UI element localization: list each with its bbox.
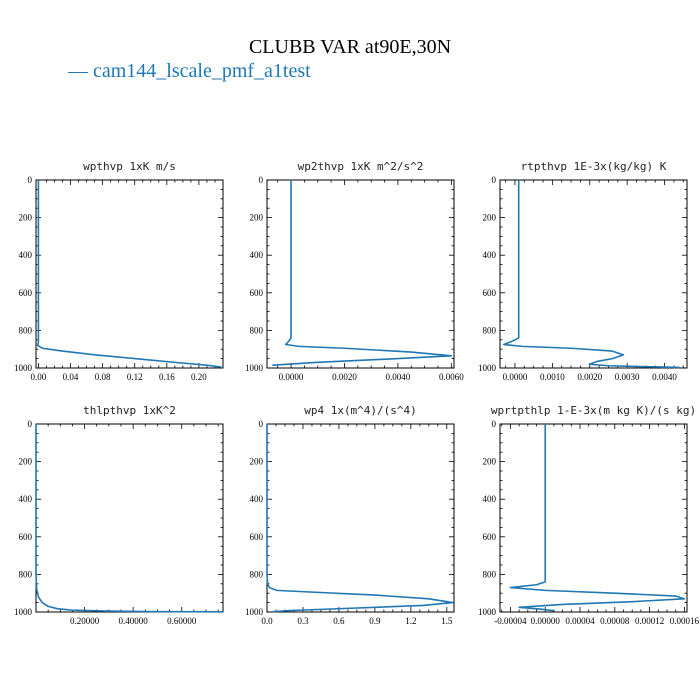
series-line	[35, 424, 224, 613]
y-tick-label: 400	[250, 250, 264, 260]
panel-frame	[266, 423, 455, 613]
x-tick-label: 0.00004	[565, 616, 595, 626]
y-tick-label: 800	[250, 325, 264, 335]
y-tick-label: 600	[250, 288, 264, 298]
legend-entry: — cam144_lscale_pmf_a1test	[68, 60, 311, 83]
x-tick-label: 0.00	[31, 372, 47, 382]
x-tick-label: 0.00008	[600, 616, 630, 626]
x-tick-label: 0.00012	[635, 616, 664, 626]
y-tick-label: 800	[19, 325, 33, 335]
y-tick-label: 200	[250, 213, 264, 223]
panel-title: wprtpthlp 1-E-3x(m kg K)/(s kg)	[491, 404, 696, 417]
panel-frame	[499, 423, 688, 613]
panel-frame	[266, 179, 455, 369]
chart-panel-2: wp2thvp 1xK m^2/s^2 0 200 400 600 800 1000 0.00…	[245, 160, 464, 382]
y-tick-label: 400	[19, 250, 33, 260]
x-tick-label: 0.0000	[279, 372, 304, 382]
y-tick-label: 600	[483, 288, 497, 298]
series-line	[502, 180, 680, 369]
legend-line-glyph: —	[68, 60, 93, 82]
chart-panel-4: thlpthvp 1xK^2 0 200 400 600 800 1000 0.20000 0.…	[14, 404, 224, 626]
x-tick-label: 0.04	[63, 372, 79, 382]
x-tick-label: 0.0040	[386, 372, 411, 382]
panel-title: wpthvp 1xK m/s	[83, 160, 176, 173]
x-tick-label: 0.3	[297, 616, 309, 626]
x-tick-label: 0.0010	[540, 372, 565, 382]
x-tick-label: -0.00004	[494, 616, 527, 626]
panel-title: wp4 1x(m^4)/(s^4)	[304, 404, 417, 417]
y-tick-label: 1000	[14, 363, 33, 373]
y-tick-label: 400	[483, 494, 497, 504]
x-tick-label: 0.00016	[670, 616, 700, 626]
x-tick-label: 0.20000	[70, 616, 100, 626]
figure-title: CLUBB VAR at90E,30N	[248, 36, 452, 58]
series-line	[266, 424, 454, 613]
y-tick-label: 0	[28, 419, 33, 429]
y-tick-label: 1000	[245, 363, 264, 373]
x-tick-label: 0.0030	[615, 372, 640, 382]
y-tick-label: 0	[28, 175, 33, 185]
y-tick-label: 600	[250, 532, 264, 542]
y-tick-label: 200	[19, 213, 33, 223]
y-tick-label: 1000	[478, 363, 497, 373]
x-tick-label: 0.16	[159, 372, 175, 382]
y-tick-label: 200	[19, 457, 33, 467]
x-tick-label: 0.60000	[167, 616, 197, 626]
y-tick-label: 0	[492, 175, 497, 185]
y-tick-label: 0	[492, 419, 497, 429]
y-tick-label: 600	[483, 532, 497, 542]
x-tick-label: 0.0020	[332, 372, 357, 382]
chart-panel-3: rtpthvp 1E-3x(kg/kg) K 0 200 400 600 800 1000 0…	[478, 160, 688, 382]
y-tick-label: 600	[19, 288, 33, 298]
x-tick-label: 0.0000	[503, 372, 528, 382]
x-tick-label: 1.5	[441, 616, 453, 626]
x-tick-label: 0.9	[369, 616, 381, 626]
y-tick-label: 1000	[245, 607, 264, 617]
y-tick-label: 400	[19, 494, 33, 504]
legend-series-name: cam144_lscale_pmf_a1test	[93, 60, 311, 82]
y-tick-label: 200	[250, 457, 264, 467]
y-tick-label: 1000	[14, 607, 33, 617]
y-tick-label: 800	[250, 569, 264, 579]
y-tick-label: 1000	[478, 607, 497, 617]
y-tick-label: 800	[19, 569, 33, 579]
y-tick-label: 200	[483, 213, 497, 223]
y-tick-label: 800	[483, 325, 497, 335]
y-tick-label: 600	[19, 532, 33, 542]
panel-title: rtpthvp 1E-3x(kg/kg) K	[521, 160, 667, 173]
panel-title: wp2thvp 1xK m^2/s^2	[298, 160, 424, 173]
y-tick-label: 0	[259, 175, 264, 185]
panel-frame	[35, 179, 224, 369]
y-tick-label: 0	[259, 419, 264, 429]
y-tick-label: 200	[483, 457, 497, 467]
x-tick-label: 0.00000	[531, 616, 561, 626]
chart-panel-6: wprtpthlp 1-E-3x(m kg K)/(s kg) 0 200 400 60…	[478, 404, 700, 626]
panel-frame	[35, 423, 224, 613]
x-tick-label: 0.0040	[652, 372, 677, 382]
series-line	[272, 180, 453, 366]
x-tick-label: 0.0	[261, 616, 273, 626]
x-tick-label: 0.08	[95, 372, 111, 382]
x-tick-label: 0.20	[191, 372, 207, 382]
x-tick-label: 0.0020	[577, 372, 602, 382]
series-line	[509, 424, 686, 612]
y-tick-label: 400	[250, 494, 264, 504]
series-line	[36, 180, 222, 368]
y-tick-label: 400	[483, 250, 497, 260]
x-tick-label: 1.2	[405, 616, 416, 626]
y-tick-label: 800	[483, 569, 497, 579]
x-tick-label: 0.12	[127, 372, 143, 382]
x-tick-label: 0.6	[333, 616, 345, 626]
x-tick-label: 0.40000	[119, 616, 149, 626]
panel-title: thlpthvp 1xK^2	[83, 404, 176, 417]
x-tick-label: 0.0060	[439, 372, 464, 382]
panel-frame	[499, 179, 688, 369]
